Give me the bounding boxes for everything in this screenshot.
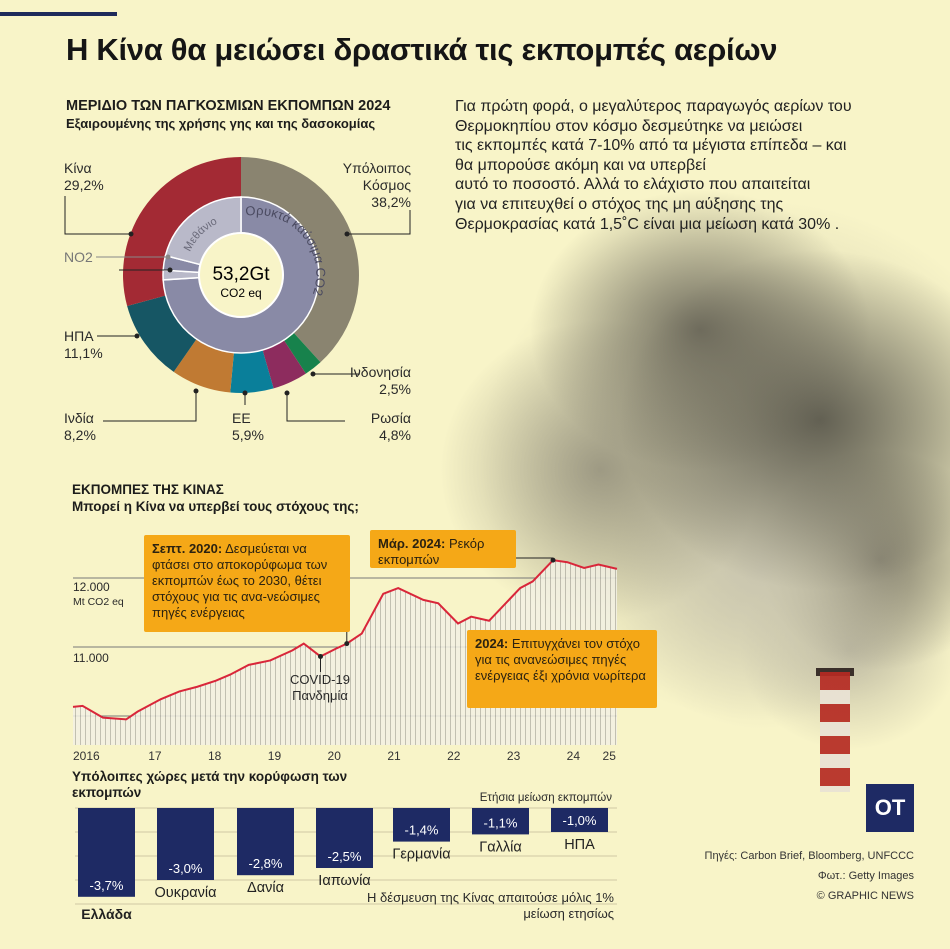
- bar: [472, 808, 529, 835]
- x-tick-label: 22: [447, 749, 461, 763]
- donut-center-unit: CO2 eq: [220, 286, 261, 300]
- intro-line: τις εκπομπές κατά 7-10% από τα μέγιστα ε…: [455, 137, 847, 155]
- bar-value-label: -1,0%: [563, 813, 597, 828]
- ot-logo: OT: [866, 784, 914, 832]
- bar-category-label: Γερμανία: [392, 847, 450, 863]
- label-india: Ινδία 8,2%: [64, 410, 96, 443]
- donut-subtitle: Εξαιρουμένης της χρήσης γης και της δασο…: [66, 116, 376, 131]
- x-tick-label: 2016: [73, 749, 100, 763]
- x-tick-label: 17: [148, 749, 162, 763]
- x-tick-label: 24: [567, 749, 581, 763]
- donut-slice: [283, 332, 321, 374]
- bar-category-label: Γαλλία: [479, 839, 521, 855]
- bar-value-label: -2,8%: [249, 856, 283, 871]
- annotation-dot: [344, 641, 350, 647]
- credit-copyright: © GRAPHIC NEWS: [816, 890, 914, 902]
- bar-axis-label: Ετήσια μείωση εκπομπών: [479, 792, 612, 804]
- bar-value-label: -3,0%: [169, 861, 203, 876]
- intro-line: για να επιτευχθεί ο στόχος της μη αύξηση…: [455, 195, 784, 213]
- credit-photo: Φωτ.: Getty Images: [817, 870, 914, 882]
- intro-line: αυτό το ποσοστό. Αλλά το ελάχιστο που απ…: [455, 176, 811, 194]
- label-rest-of-world: Υπόλοιπος Κόσμος 38,2%: [342, 160, 411, 210]
- intro-line: Θερμοκηπίου στον κόσμο δεσμεύτηκε να μει…: [455, 117, 803, 135]
- bar-value-label: -2,5%: [328, 849, 362, 864]
- credit-sources: Πηγές: Carbon Brief, Bloomberg, UNFCCC: [704, 850, 915, 862]
- bar-title: Υπόλοιπες χώρες μετά την κορύφωση των εκ…: [72, 769, 348, 800]
- donut-center: [198, 232, 284, 318]
- bar: [237, 808, 294, 876]
- donut-slice: [230, 349, 274, 393]
- bar-category-label: Ιαπωνία: [318, 873, 370, 889]
- annotation-covid: COVID-19 Πανδημία: [290, 672, 350, 703]
- x-tick-label: 19: [268, 749, 282, 763]
- intro-line: Για πρώτη φορά, ο μεγαλύτερος παραγωγός …: [455, 98, 852, 115]
- bar-note: Η δέσμευση της Κίνας απαιτούσε μόλις 1% …: [367, 890, 614, 921]
- bar-value-label: -1,4%: [405, 823, 439, 838]
- y-axis-unit: 12.000 Mt CO2 eq: [73, 580, 124, 608]
- donut-title: ΜΕΡΙΔΙΟ ΤΩΝ ΠΑΓΚΟΣΜΙΩΝ ΕΚΠΟΜΠΩΝ 2024: [66, 98, 391, 114]
- bar: [551, 808, 608, 832]
- chimney-image: [820, 672, 850, 792]
- intro-line: θα μπορούσε ακόμη και να υπερβεί: [455, 156, 706, 174]
- x-tick-label: 25: [603, 749, 617, 763]
- donut-slice: [262, 340, 306, 389]
- bar: [157, 808, 214, 880]
- donut-center-value: 53,2Gt: [212, 264, 270, 285]
- donut-slice: [123, 157, 241, 306]
- top-accent-bar: [0, 12, 117, 16]
- y-tick-11000: 11.000: [73, 651, 109, 665]
- intro-line: Θερμοκρασίας κατά 1,5˚C είναι μια μείωση…: [455, 215, 840, 233]
- annotation-2024: 2024: Επιτυγχάνει τον στόχο για τις αναν…: [467, 630, 657, 708]
- label-indonesia: Ινδονησία 2,5%: [349, 364, 411, 397]
- x-tick-label: 18: [208, 749, 222, 763]
- bar-category-label: ΗΠΑ: [564, 837, 595, 853]
- donut-slice: [241, 157, 359, 363]
- bar-category-label: Ουκρανία: [155, 885, 217, 901]
- line-subtitle: Μπορεί η Κίνα να υπερβεί τους στόχους τη…: [72, 499, 359, 514]
- label-eu: ΕΕ 5,9%: [232, 410, 264, 443]
- annotation-dot: [317, 653, 323, 659]
- x-tick-label: 23: [507, 749, 521, 763]
- label-usa: ΗΠΑ 11,1%: [64, 328, 103, 361]
- bar: [393, 808, 450, 842]
- label-no2: NO2: [64, 249, 93, 265]
- leader-lines: [64, 196, 411, 422]
- x-tick-label: 21: [387, 749, 401, 763]
- bar-category-label: Δανία: [247, 880, 284, 896]
- intro-text: Για πρώτη φορά, ο μεγαλύτερος παραγωγός …: [455, 97, 935, 234]
- bar: [78, 808, 135, 897]
- emissions-line: [72, 559, 618, 721]
- label-russia: Ρωσία 4,8%: [370, 410, 411, 443]
- x-tick-label: 20: [328, 749, 342, 763]
- bar-category-label: Ελλάδα: [81, 906, 132, 922]
- annotation-dot: [550, 557, 556, 563]
- leader-dots: [128, 231, 350, 396]
- bar-value-label: -3,7%: [90, 878, 124, 893]
- line-title: ΕΚΠΟΜΠΕΣ ΤΗΣ ΚΙΝΑΣ: [72, 482, 224, 497]
- annotation-sept-2020: Σεπτ. 2020: Δεσμεύεται να φτάσει στο απο…: [144, 535, 350, 632]
- annotation-mar-2024: Μάρ. 2024: Ρεκόρ εκπομπών: [370, 530, 516, 568]
- bar: [316, 808, 373, 868]
- donut-slice: [127, 295, 197, 372]
- page-title: Η Κίνα θα μειώσει δραστικά τις εκπομπές …: [66, 32, 778, 67]
- donut-slice: [173, 339, 234, 393]
- bar-value-label: -1,1%: [484, 815, 518, 830]
- label-china: Κίνα 29,2%: [64, 160, 104, 193]
